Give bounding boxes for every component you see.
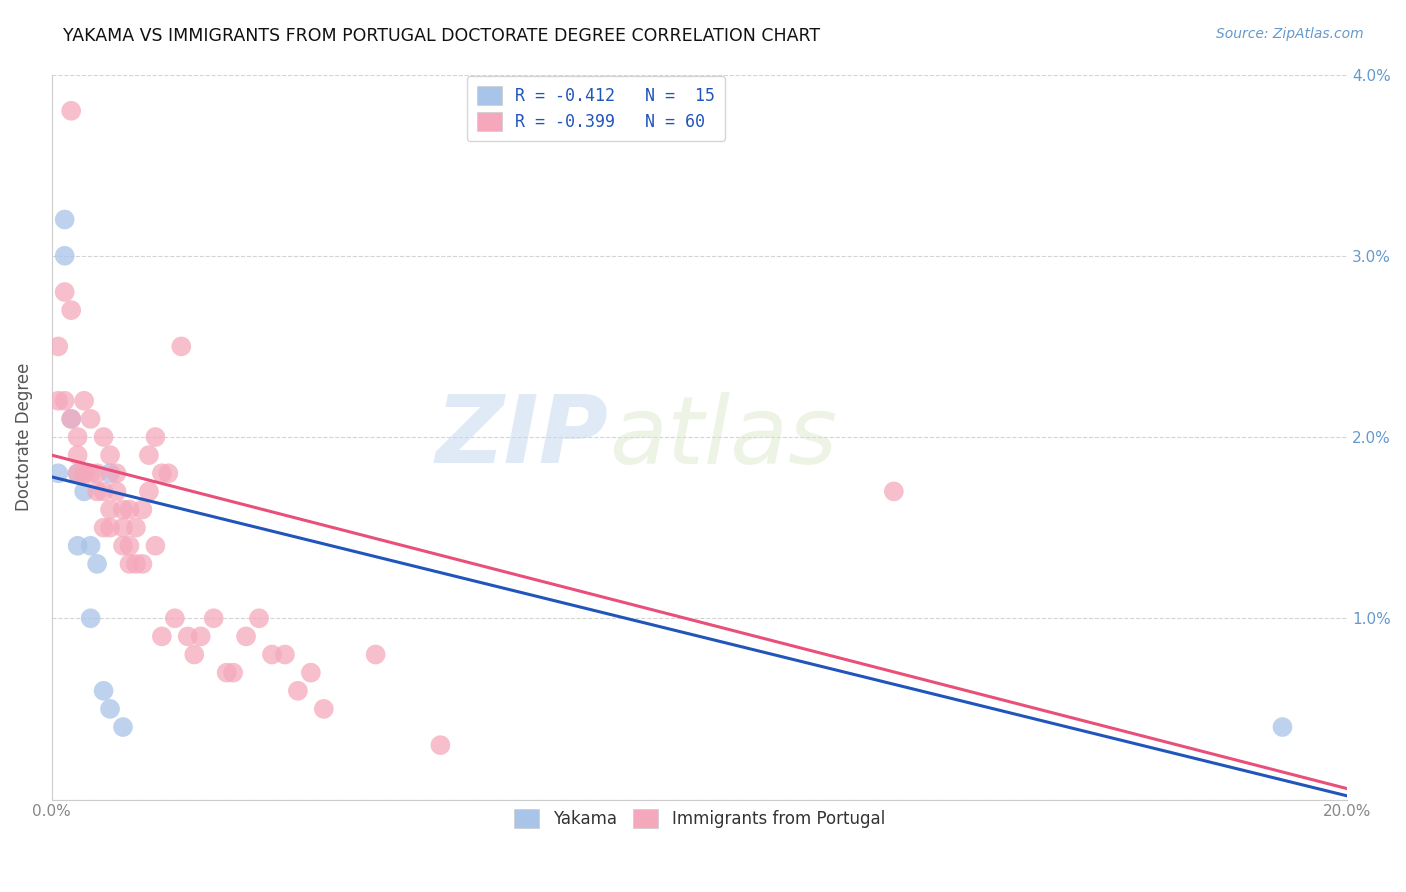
Point xyxy=(46,339,69,353)
Point xyxy=(98,702,121,716)
Point xyxy=(183,648,205,662)
Point xyxy=(312,702,335,716)
Point xyxy=(60,303,83,318)
Point xyxy=(46,393,69,408)
Point xyxy=(98,467,121,481)
Point xyxy=(86,467,108,481)
Point xyxy=(274,648,297,662)
Point xyxy=(79,539,101,553)
Point xyxy=(247,611,270,625)
Point xyxy=(215,665,238,680)
Point xyxy=(111,539,134,553)
Point xyxy=(118,502,141,516)
Point xyxy=(177,629,200,643)
Point xyxy=(260,648,283,662)
Point xyxy=(145,430,167,444)
Point xyxy=(111,521,134,535)
Point xyxy=(66,467,89,481)
Point xyxy=(79,611,101,625)
Point xyxy=(299,665,322,680)
Point xyxy=(111,502,134,516)
Point xyxy=(138,448,160,462)
Point xyxy=(364,648,387,662)
Point xyxy=(66,448,89,462)
Point xyxy=(66,430,89,444)
Point xyxy=(105,484,128,499)
Point xyxy=(60,103,83,118)
Point xyxy=(93,484,115,499)
Point xyxy=(73,467,96,481)
Point xyxy=(138,484,160,499)
Point xyxy=(131,557,153,571)
Point xyxy=(105,467,128,481)
Point xyxy=(93,683,115,698)
Point xyxy=(79,412,101,426)
Point xyxy=(145,539,167,553)
Point xyxy=(287,683,309,698)
Point xyxy=(118,539,141,553)
Point xyxy=(53,249,76,263)
Text: Source: ZipAtlas.com: Source: ZipAtlas.com xyxy=(1216,27,1364,41)
Text: ZIP: ZIP xyxy=(436,391,609,483)
Point xyxy=(429,738,451,752)
Point xyxy=(190,629,212,643)
Point xyxy=(73,393,96,408)
Point xyxy=(150,629,173,643)
Point xyxy=(66,467,89,481)
Point xyxy=(46,467,69,481)
Point xyxy=(98,448,121,462)
Point xyxy=(170,339,193,353)
Point xyxy=(60,412,83,426)
Point xyxy=(86,557,108,571)
Point xyxy=(125,521,148,535)
Point xyxy=(53,212,76,227)
Point xyxy=(235,629,257,643)
Point xyxy=(93,521,115,535)
Point xyxy=(60,412,83,426)
Point xyxy=(66,539,89,553)
Point xyxy=(93,430,115,444)
Point xyxy=(73,484,96,499)
Point xyxy=(53,285,76,299)
Point xyxy=(86,484,108,499)
Point xyxy=(118,557,141,571)
Point xyxy=(157,467,180,481)
Point xyxy=(883,484,905,499)
Text: YAKAMA VS IMMIGRANTS FROM PORTUGAL DOCTORATE DEGREE CORRELATION CHART: YAKAMA VS IMMIGRANTS FROM PORTUGAL DOCTO… xyxy=(63,27,820,45)
Point xyxy=(53,393,76,408)
Point xyxy=(79,467,101,481)
Y-axis label: Doctorate Degree: Doctorate Degree xyxy=(15,363,32,511)
Point xyxy=(73,467,96,481)
Point xyxy=(222,665,245,680)
Point xyxy=(125,557,148,571)
Point xyxy=(150,467,173,481)
Point xyxy=(1271,720,1294,734)
Point xyxy=(131,502,153,516)
Point xyxy=(98,521,121,535)
Point xyxy=(98,502,121,516)
Text: atlas: atlas xyxy=(609,392,837,483)
Legend: Yakama, Immigrants from Portugal: Yakama, Immigrants from Portugal xyxy=(508,802,891,835)
Point xyxy=(202,611,225,625)
Point xyxy=(111,720,134,734)
Point xyxy=(163,611,186,625)
